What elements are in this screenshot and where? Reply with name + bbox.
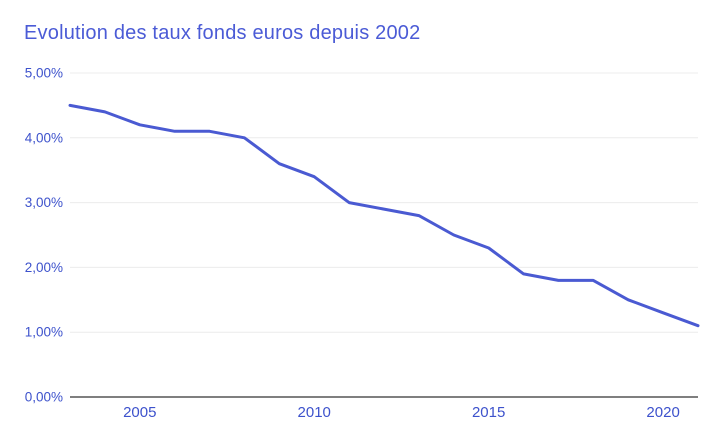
x-axis-tick-label: 2020 <box>646 404 679 421</box>
x-axis-tick-label: 2005 <box>123 404 156 421</box>
y-axis-tick-label: 0,00% <box>25 390 63 405</box>
rate-line-series <box>68 103 700 328</box>
y-axis-tick-label: 2,00% <box>25 260 63 275</box>
y-axis-tick-label: 3,00% <box>25 195 63 210</box>
chart-title: Evolution des taux fonds euros depuis 20… <box>24 22 421 44</box>
y-axis-tick-label: 4,00% <box>25 130 63 145</box>
y-axis-tick-label: 1,00% <box>25 325 63 340</box>
y-axis-tick-label: 5,00% <box>25 66 63 81</box>
x-axis-tick-label: 2010 <box>298 404 331 421</box>
x-axis-tick-label: 2015 <box>472 404 505 421</box>
